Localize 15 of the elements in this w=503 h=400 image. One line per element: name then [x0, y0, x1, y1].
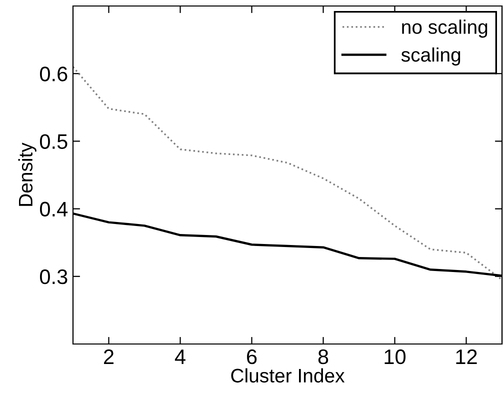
legend-label: scaling: [401, 47, 460, 66]
legend-label: no scaling: [402, 20, 488, 38]
y-tick-label: 0.6: [40, 66, 68, 82]
y-tick-label: 0.5: [40, 134, 68, 149]
x-tick-label: 6: [247, 349, 257, 364]
x-tick-label: 10: [384, 349, 406, 364]
x-tick-label: 12: [456, 349, 477, 364]
y-tick-label: 0.3: [40, 269, 68, 284]
x-tick-label: 4: [174, 350, 186, 364]
x-tick-label: 8: [318, 349, 328, 364]
x-axis-title: Cluster Index: [231, 368, 345, 383]
y-tick-label: 0.4: [40, 202, 68, 217]
line-series: [73, 66, 502, 281]
x-tick-label: 2: [104, 349, 114, 364]
y-axis-title: Density: [18, 142, 36, 206]
